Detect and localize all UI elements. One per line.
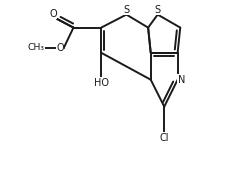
Text: O: O bbox=[49, 9, 57, 19]
Text: N: N bbox=[177, 75, 184, 85]
Text: Cl: Cl bbox=[159, 133, 168, 143]
Text: HO: HO bbox=[93, 78, 108, 88]
Text: O: O bbox=[56, 43, 64, 52]
Text: S: S bbox=[123, 5, 129, 15]
Text: S: S bbox=[154, 5, 160, 15]
Text: CH₃: CH₃ bbox=[28, 43, 45, 52]
